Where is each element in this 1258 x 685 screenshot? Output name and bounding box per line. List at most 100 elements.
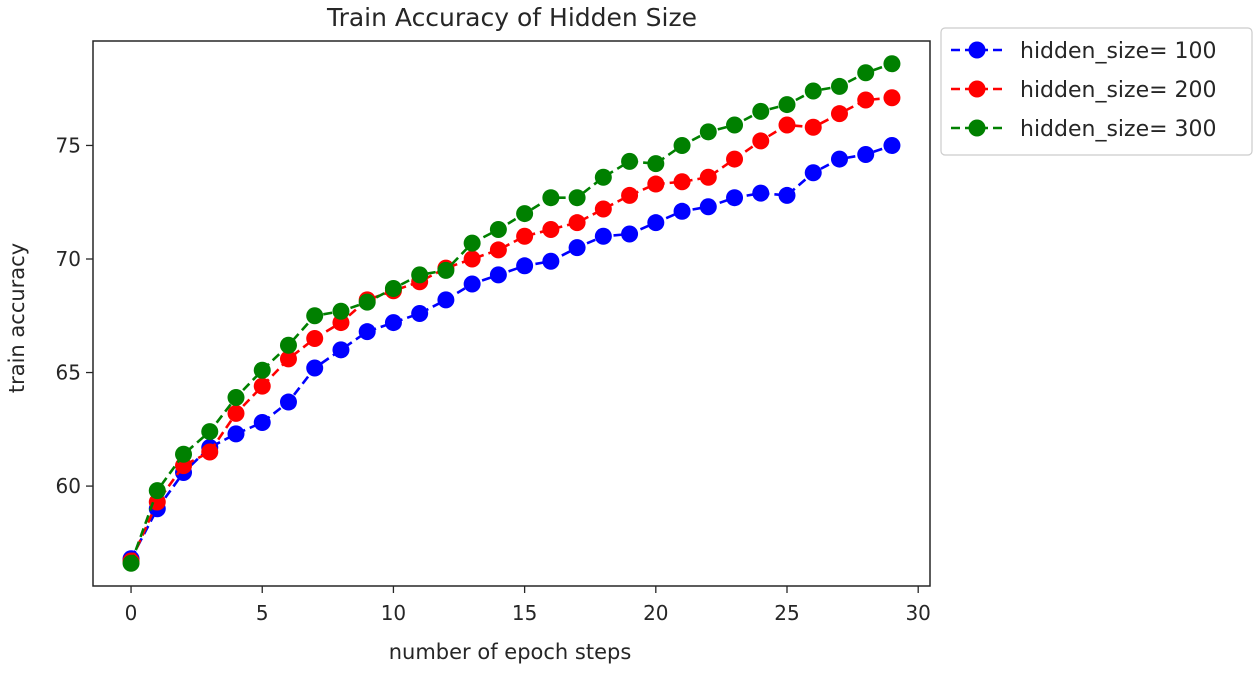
data-point: [883, 136, 901, 154]
data-point: [332, 341, 350, 359]
data-point: [279, 393, 297, 411]
data-point: [227, 404, 245, 422]
data-point: [752, 184, 770, 202]
data-point: [830, 150, 848, 168]
data-point: [227, 425, 245, 443]
data-point: [384, 314, 402, 332]
data-point: [726, 189, 744, 207]
data-point: [594, 227, 612, 245]
y-tick-label: 60: [56, 474, 81, 498]
data-point: [279, 336, 297, 354]
series-line-3: [129, 62, 893, 564]
legend-marker: [968, 41, 986, 59]
chart-title: Train Accuracy of Hidden Size: [326, 3, 697, 32]
data-point: [306, 359, 324, 377]
y-tick-label: 75: [56, 133, 81, 157]
x-tick-label: 10: [381, 601, 406, 625]
y-axis-label: train accuracy: [5, 243, 29, 393]
data-point: [437, 291, 455, 309]
data-point: [830, 77, 848, 95]
legend-label: hidden_size= 300: [1020, 117, 1217, 142]
data-point: [253, 377, 271, 395]
data-point: [516, 257, 534, 275]
data-point: [621, 152, 639, 170]
data-point: [542, 220, 560, 238]
plot-frame: [92, 40, 931, 587]
data-point: [201, 423, 219, 441]
legend-marker: [968, 119, 986, 137]
data-point: [384, 280, 402, 298]
legend-marker: [968, 80, 986, 98]
data-point: [699, 168, 717, 186]
y-tick-label: 65: [56, 361, 81, 385]
x-tick-label: 30: [905, 601, 930, 625]
x-tick-label: 25: [774, 601, 799, 625]
data-point: [699, 123, 717, 141]
data-point: [332, 302, 350, 320]
data-point: [752, 132, 770, 150]
data-point: [778, 186, 796, 204]
x-axis-label: number of epoch steps: [389, 640, 632, 664]
data-point: [883, 89, 901, 107]
series-line-2: [129, 96, 893, 562]
data-point: [358, 293, 376, 311]
data-point: [647, 155, 665, 173]
data-point: [804, 164, 822, 182]
data-point: [175, 445, 193, 463]
data-point: [516, 227, 534, 245]
data-point: [857, 91, 875, 109]
x-tick-label: 0: [125, 601, 138, 625]
data-point: [411, 266, 429, 284]
data-point: [857, 146, 875, 164]
data-point: [227, 389, 245, 407]
data-point: [673, 173, 691, 191]
data-point: [726, 116, 744, 134]
data-point: [568, 189, 586, 207]
data-point: [673, 136, 691, 154]
data-point: [857, 64, 875, 82]
data-point: [358, 323, 376, 341]
data-point: [542, 189, 560, 207]
data-point: [778, 96, 796, 114]
data-point: [804, 82, 822, 100]
data-point: [594, 200, 612, 218]
data-point: [621, 225, 639, 243]
y-tick-label: 70: [56, 247, 81, 271]
data-point: [568, 239, 586, 257]
data-point: [411, 305, 429, 322]
data-point: [489, 266, 507, 284]
data-point: [306, 329, 324, 347]
legend: hidden_size= 100 hidden_size= 200 hidden_s…: [940, 27, 1253, 156]
data-point: [516, 205, 534, 223]
data-point: [489, 241, 507, 259]
data-point: [437, 261, 455, 279]
data-point: [489, 220, 507, 238]
data-point: [122, 554, 140, 572]
data-point: [201, 443, 219, 461]
data-point: [463, 234, 481, 252]
plot-area: 0 5 10 15 20 25 30 60 65 70 75: [56, 40, 931, 625]
legend-label: hidden_size= 200: [1020, 78, 1217, 103]
x-tick-label: 20: [643, 601, 668, 625]
data-point: [804, 118, 822, 136]
data-point: [883, 55, 901, 73]
data-point: [752, 102, 770, 120]
data-point: [148, 482, 166, 500]
data-point: [830, 105, 848, 123]
data-point: [542, 252, 560, 270]
data-point: [647, 175, 665, 193]
data-point: [279, 350, 297, 368]
legend-box: [940, 27, 1253, 156]
data-point: [673, 202, 691, 220]
data-point: [726, 150, 744, 168]
data-point: [463, 275, 481, 293]
data-point: [621, 186, 639, 204]
data-point: [699, 198, 717, 216]
x-tick-label: 15: [512, 601, 537, 625]
legend-label: hidden_size= 100: [1020, 39, 1217, 64]
data-point: [463, 250, 481, 268]
data-point: [778, 116, 796, 134]
data-point: [568, 214, 586, 232]
